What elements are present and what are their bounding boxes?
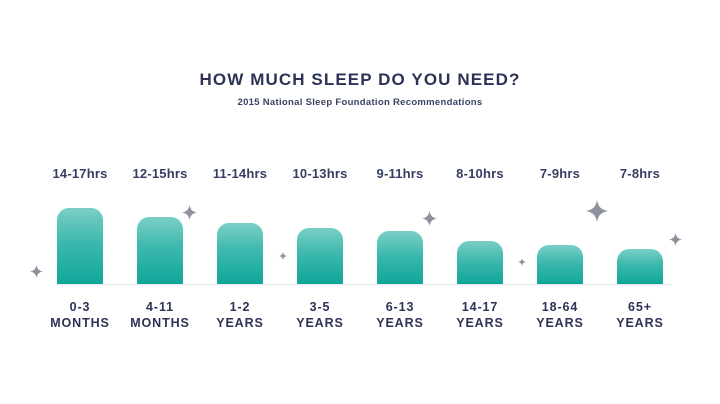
sparkle-icon: [422, 211, 437, 226]
age-label: 3-5 YEARS: [280, 299, 360, 331]
age-label: 14-17 YEARS: [440, 299, 520, 331]
age-unit: MONTHS: [130, 316, 190, 330]
bar-zone: [200, 190, 280, 284]
bar-zone: [360, 190, 440, 284]
sleep-bar-chart: 14-17hrs 0-3 MONTHS 12-15hrs 4-11 MONTHS…: [40, 166, 680, 331]
age-unit: MONTHS: [50, 316, 110, 330]
age-range: 0-3: [69, 300, 91, 314]
age-unit: YEARS: [296, 316, 344, 330]
sparkle-icon: [669, 233, 682, 246]
age-label: 65+ YEARS: [600, 299, 680, 331]
age-label: 4-11 MONTHS: [120, 299, 200, 331]
age-unit: YEARS: [216, 316, 264, 330]
hours-label: 7-8hrs: [619, 166, 661, 181]
bar-zone: [440, 190, 520, 284]
hours-label: 14-17hrs: [52, 166, 108, 181]
age-group-column-0-3-months: 14-17hrs 0-3 MONTHS: [40, 166, 120, 331]
sparkle-icon: [518, 258, 526, 266]
age-label: 0-3 MONTHS: [40, 299, 120, 331]
age-range: 3-5: [309, 300, 331, 314]
age-unit: YEARS: [616, 316, 664, 330]
sleep-bar: [537, 245, 583, 284]
chart-baseline: [56, 284, 672, 285]
page-title: HOW MUCH SLEEP DO YOU NEED?: [199, 70, 521, 89]
age-group-column-18-64-years: 7-9hrs 18-64 YEARS: [520, 166, 600, 331]
sparkle-icon: [279, 252, 287, 260]
bar-zone: [280, 190, 360, 284]
page-subtitle: 2015 National Sleep Foundation Recommend…: [237, 97, 483, 108]
sleep-bar: [377, 231, 423, 284]
age-unit: YEARS: [456, 316, 504, 330]
bar-zone: [520, 190, 600, 284]
age-range: 6-13: [385, 300, 415, 314]
age-group-column-3-5-years: 10-13hrs 3-5 YEARS: [280, 166, 360, 331]
sleep-bar: [457, 241, 503, 284]
sleep-bar: [217, 223, 263, 284]
sleep-bar: [137, 217, 183, 284]
age-group-column-4-11-months: 12-15hrs 4-11 MONTHS: [120, 166, 200, 331]
age-range: 1-2: [229, 300, 251, 314]
age-range: 18-64: [541, 300, 579, 314]
age-range: 4-11: [146, 300, 174, 314]
bar-zone: [600, 190, 680, 284]
hours-label: 9-11hrs: [376, 166, 424, 181]
sparkle-icon: [586, 200, 608, 222]
age-label: 1-2 YEARS: [200, 299, 280, 331]
age-range: 65+: [628, 300, 652, 314]
age-unit: YEARS: [376, 316, 424, 330]
hours-label: 12-15hrs: [132, 166, 188, 181]
sleep-bar: [617, 249, 663, 284]
age-group-column-14-17-years: 8-10hrs 14-17 YEARS: [440, 166, 520, 331]
bar-zone: [120, 190, 200, 284]
age-group-column-65-plus-years: 7-8hrs 65+ YEARS: [600, 166, 680, 331]
hours-label: 7-9hrs: [539, 166, 581, 181]
sleep-bar: [297, 228, 343, 284]
hours-label: 8-10hrs: [456, 166, 504, 181]
age-label: 18-64 YEARS: [520, 299, 600, 331]
age-group-column-1-2-years: 11-14hrs 1-2 YEARS: [200, 166, 280, 331]
age-label: 6-13 YEARS: [360, 299, 440, 331]
age-unit: YEARS: [536, 316, 584, 330]
age-group-column-6-13-years: 9-11hrs 6-13 YEARS: [360, 166, 440, 331]
hours-label: 10-13hrs: [292, 166, 348, 181]
bar-zone: [40, 190, 120, 284]
hours-label: 11-14hrs: [212, 166, 268, 181]
sleep-bar: [57, 208, 103, 284]
sparkle-icon: [30, 265, 43, 278]
sparkle-icon: [182, 205, 197, 220]
age-range: 14-17: [461, 300, 499, 314]
